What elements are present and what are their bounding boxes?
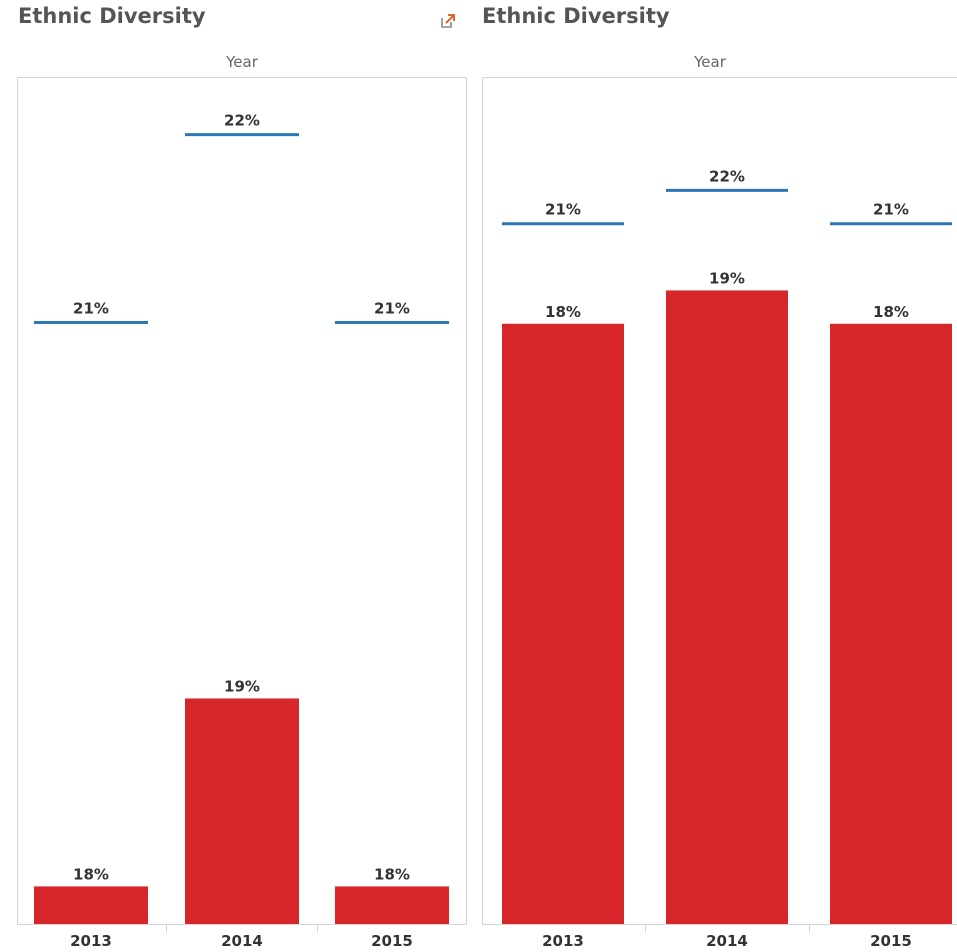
- bar-label-2013: 18%: [545, 303, 581, 321]
- bar-2013[interactable]: [34, 886, 148, 924]
- x-tick-label-2013: 2013: [70, 932, 112, 950]
- bar-label-2015: 18%: [374, 865, 410, 883]
- reference-label-2014: 22%: [709, 167, 745, 185]
- bar-2015[interactable]: [830, 323, 952, 924]
- x-tick-label-2015: 2015: [371, 932, 413, 950]
- chart-title-left: Ethnic Diversity: [18, 4, 206, 28]
- chart-title-right: Ethnic Diversity: [482, 4, 670, 28]
- bar-label-2013: 18%: [73, 865, 109, 883]
- bar-label-2014: 19%: [224, 677, 260, 695]
- reference-label-2014: 22%: [224, 112, 260, 130]
- external-link-icon[interactable]: [440, 13, 456, 33]
- chart-left: Year 18% 21% 2013 19% 22% 2014 18% 21% 2015: [17, 53, 467, 950]
- x-tick-label-2014: 2014: [706, 932, 748, 950]
- reference-label-2013: 21%: [545, 201, 581, 219]
- bar-2014[interactable]: [185, 698, 299, 924]
- reference-label-2015: 21%: [873, 201, 909, 219]
- bar-label-2014: 19%: [709, 269, 745, 287]
- chart-right: Year 18% 21% 2013 19% 22% 2014 18% 21% 2015: [482, 53, 957, 950]
- x-tick-label-2014: 2014: [221, 932, 263, 950]
- x-tick-label-2015: 2015: [870, 932, 912, 950]
- column-header-year: Year: [693, 53, 727, 71]
- bar-2015[interactable]: [335, 886, 449, 924]
- reference-label-2015: 21%: [374, 300, 410, 318]
- reference-label-2013: 21%: [73, 300, 109, 318]
- bar-label-2015: 18%: [873, 303, 909, 321]
- x-tick-label-2013: 2013: [542, 932, 584, 950]
- bar-2013[interactable]: [502, 323, 624, 924]
- column-header-year: Year: [225, 53, 259, 71]
- bar-2014[interactable]: [666, 290, 788, 925]
